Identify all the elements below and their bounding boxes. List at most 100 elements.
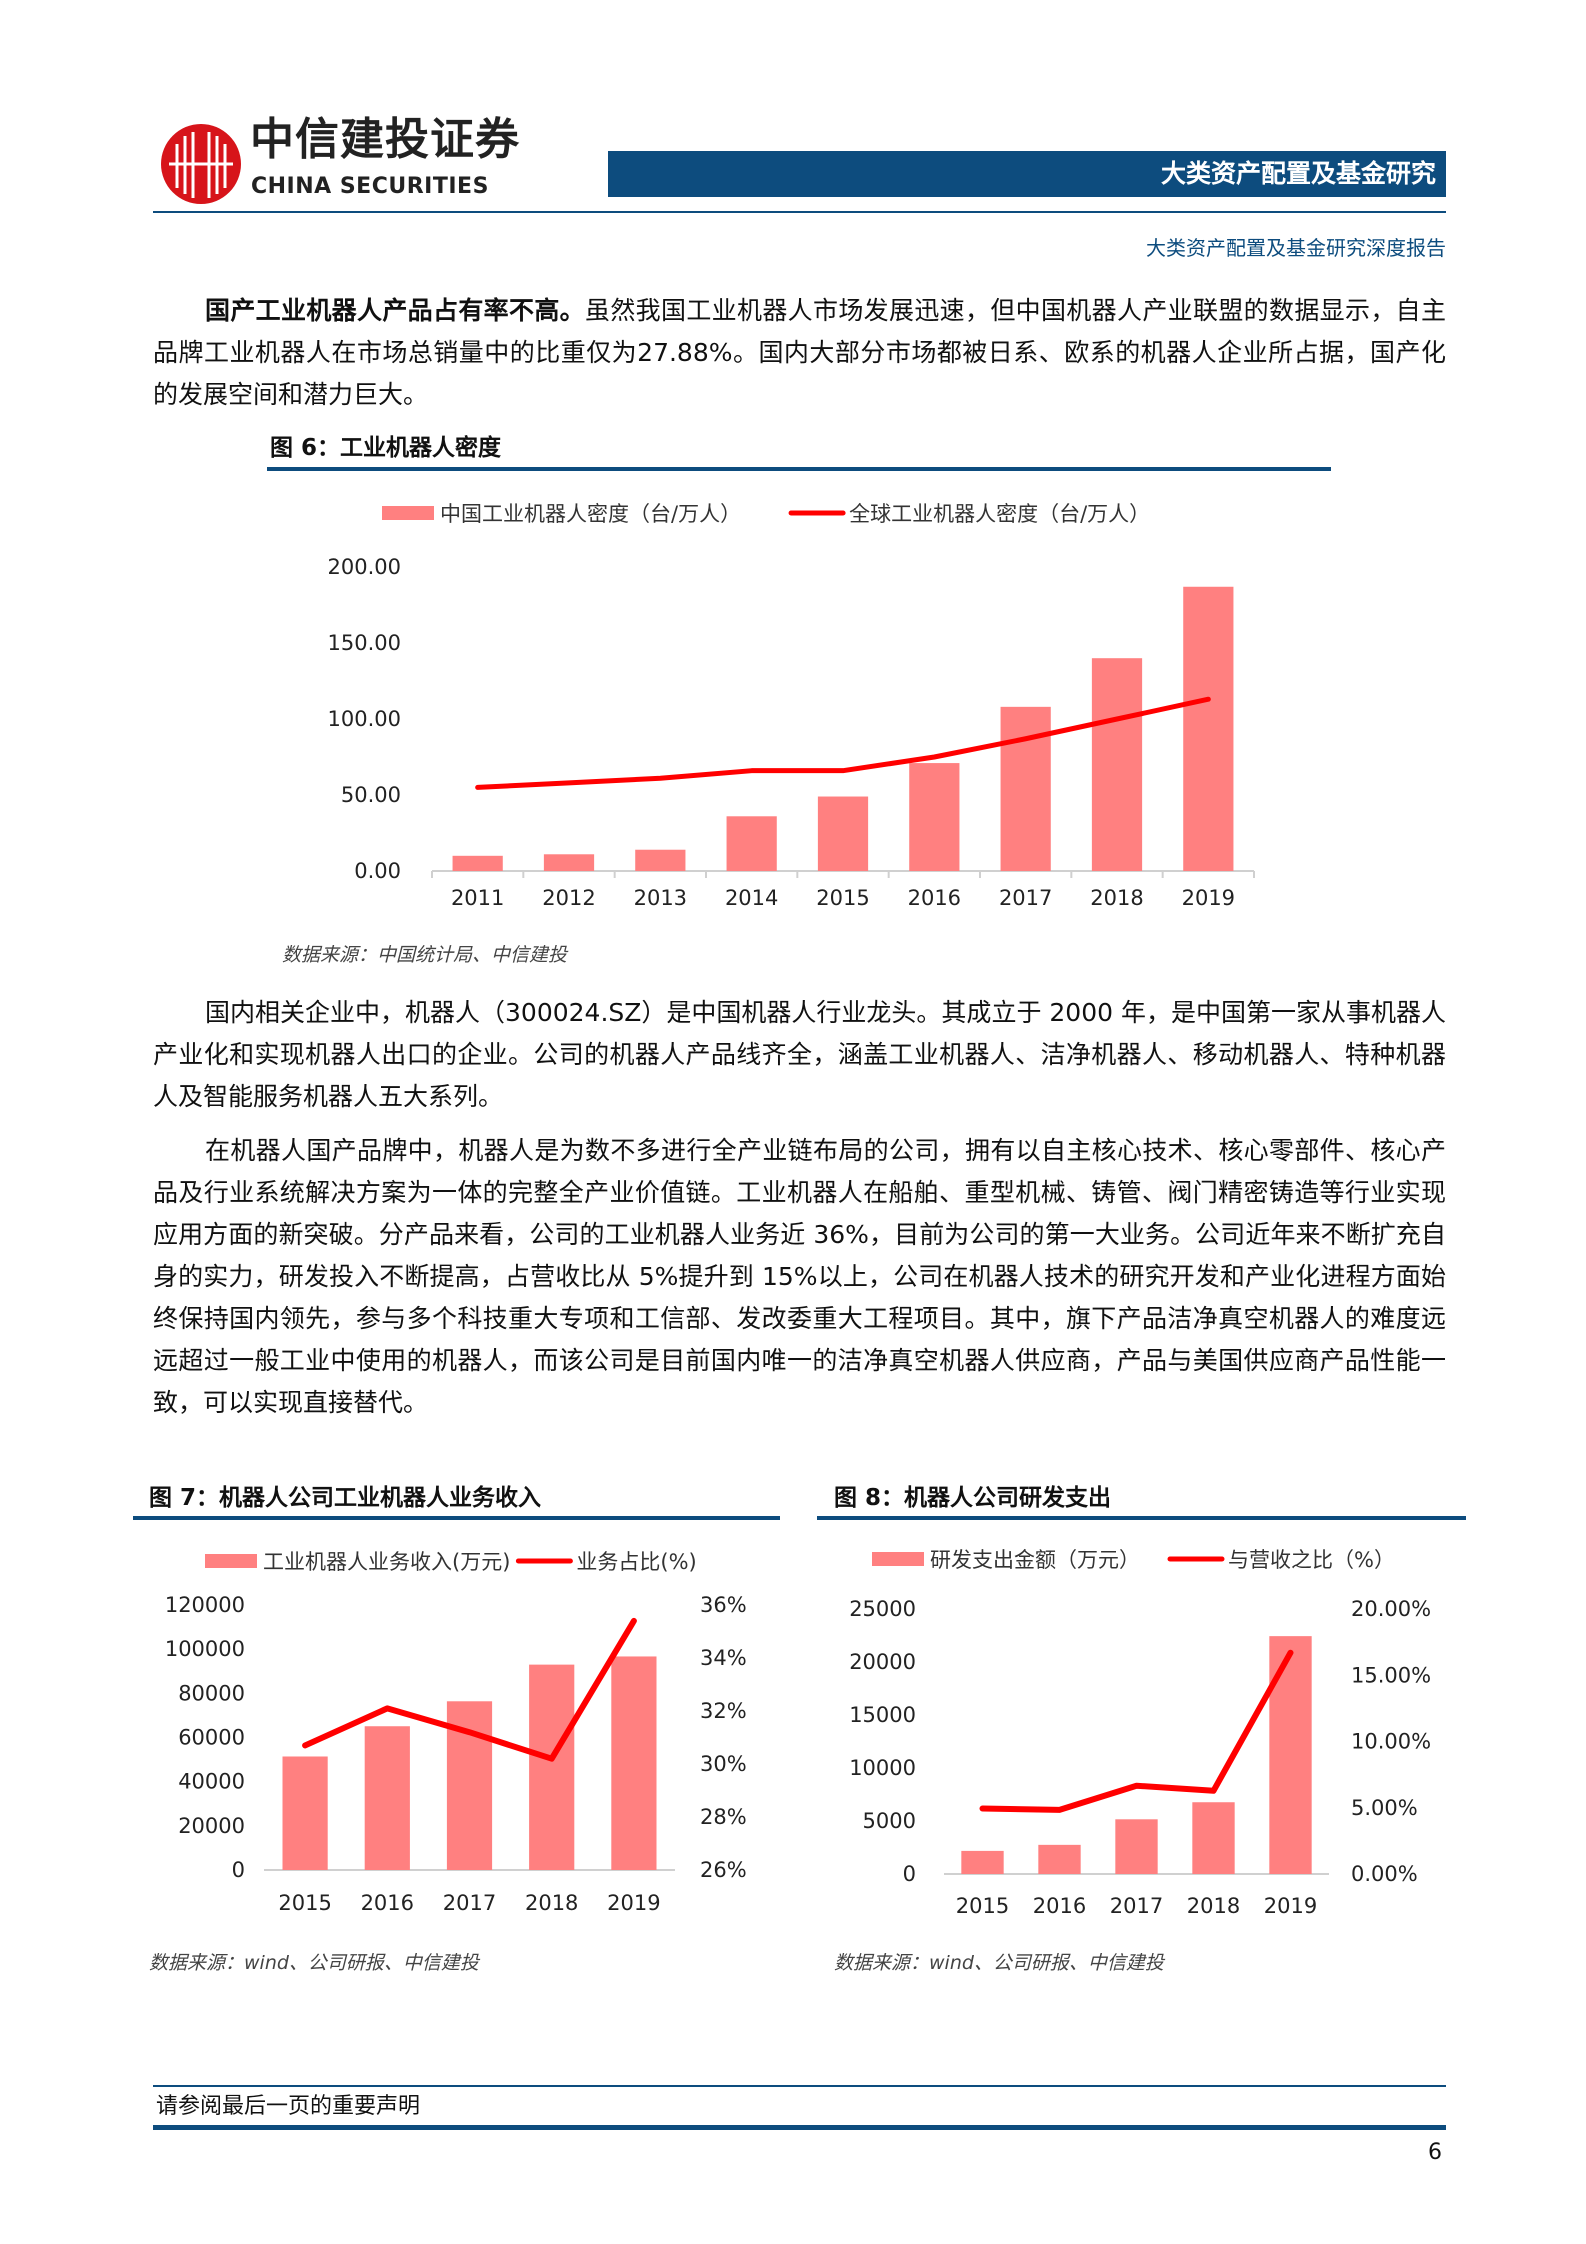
x-tick-label: 2017: [999, 886, 1052, 910]
x-tick-label: 2019: [607, 1891, 660, 1915]
y2-tick-label: 0.00%: [1351, 1862, 1418, 1886]
paragraph-2: 国内相关企业中，机器人（300024.SZ）是中国机器人行业龙头。其成立于 20…: [153, 992, 1446, 1118]
y2-tick-label: 36%: [700, 1593, 747, 1617]
y-tick-label: 150.00: [328, 631, 401, 655]
paragraph-1-text: 虽然我国工业机器人市场发展迅速，但中国机器人产业联盟的数据显示，自主品牌工业机器…: [153, 296, 1446, 409]
x-tick-label: 2019: [1182, 886, 1235, 910]
y-tick-label: 0.00: [354, 859, 401, 883]
legend-label: 中国工业机器人密度（台/万人）: [440, 502, 741, 526]
y-tick-label: 10000: [849, 1756, 916, 1780]
legend-label: 研发支出金额（万元）: [930, 1548, 1140, 1572]
paragraph-3: 在机器人国产品牌中，机器人是为数不多进行全产业链布局的公司，拥有以自主核心技术、…: [153, 1130, 1446, 1424]
bar-2015: [282, 1756, 328, 1870]
fig7-chart: 工业机器人业务收入(万元) 业务占比(%) 0 20000 40000 60000 8000…: [165, 1550, 747, 1915]
y2-tick-label: 32%: [700, 1699, 747, 1723]
y-tick-label: 40000: [178, 1770, 245, 1794]
x-tick-label: 2018: [1187, 1894, 1240, 1918]
legend-bar-swatch: [872, 1552, 924, 1566]
fig8-title: 图 8：机器人公司研发支出: [834, 1485, 1112, 1511]
y-tick-label: 200.00: [328, 555, 401, 579]
bar-2013: [635, 849, 686, 871]
bar-2019: [611, 1656, 657, 1870]
logo-text-en: CHINA SECURITIES: [251, 174, 489, 199]
y-tick-label: 100000: [165, 1637, 245, 1661]
x-tick-label: 2016: [1033, 1894, 1086, 1918]
bar-2015: [817, 796, 869, 871]
bar-2011: [452, 855, 503, 871]
y2-tick-label: 5.00%: [1351, 1796, 1418, 1820]
y-tick-label: 120000: [165, 1593, 245, 1617]
fig6-source: 数据来源：中国统计局、中信建投: [282, 944, 568, 966]
y2-tick-label: 10.00%: [1351, 1730, 1431, 1754]
y-tick-label: 20000: [849, 1650, 916, 1674]
legend-bar-swatch: [205, 1554, 257, 1568]
bar-2014: [726, 816, 777, 871]
x-tick-label: 2019: [1264, 1894, 1317, 1918]
y-tick-label: 5000: [863, 1809, 916, 1833]
x-tick-label: 2015: [816, 886, 869, 910]
legend-bar-swatch: [382, 506, 434, 520]
paragraph-1-lead: 国产工业机器人产品占有率不高。: [205, 296, 585, 325]
paragraph-1: 国产工业机器人产品占有率不高。虽然我国工业机器人市场发展迅速，但中国机器人产业联…: [153, 290, 1446, 416]
header-subtitle: 大类资产配置及基金研究深度报告: [1146, 236, 1446, 260]
fig6-chart: 中国工业机器人密度（台/万人） 全球工业机器人密度（台/万人） 0.00 50.00 1…: [328, 502, 1255, 910]
paragraph-2-text: 国内相关企业中，机器人（300024.SZ）是中国机器人行业龙头。其成立于 20…: [153, 998, 1446, 1111]
footer-divider: [153, 2085, 1446, 2087]
bar-2019: [1183, 586, 1234, 871]
bar-2017: [1000, 706, 1051, 871]
x-tick-label: 2014: [725, 886, 778, 910]
fig7-source: 数据来源：wind、公司研报、中信建投: [149, 1952, 479, 1974]
bar-2012: [543, 854, 595, 871]
x-tick-label: 2018: [525, 1891, 578, 1915]
y-tick-label: 0: [232, 1858, 245, 1882]
y-tick-label: 15000: [849, 1703, 916, 1727]
x-tick-label: 2011: [451, 886, 504, 910]
y2-tick-label: 20.00%: [1351, 1597, 1431, 1621]
y2-tick-label: 28%: [700, 1805, 747, 1829]
y-tick-label: 100.00: [328, 707, 401, 731]
y-tick-label: 50.00: [341, 783, 401, 807]
page-number: 6: [1428, 2140, 1442, 2165]
y-tick-label: 25000: [849, 1597, 916, 1621]
header-bar-title: 大类资产配置及基金研究: [1160, 159, 1436, 188]
legend-label: 全球工业机器人密度（台/万人）: [849, 502, 1150, 526]
bar-2018: [1091, 658, 1143, 871]
bar-2018: [529, 1664, 575, 1870]
logo-text-cn: 中信建投证券: [250, 114, 520, 165]
footer-disclaimer: 请参阅最后一页的重要声明: [156, 2094, 421, 2119]
paragraph-3-text: 在机器人国产品牌中，机器人是为数不多进行全产业链布局的公司，拥有以自主核心技术、…: [153, 1136, 1446, 1417]
legend-label: 业务占比(%): [576, 1550, 696, 1574]
bar-2016: [364, 1726, 410, 1870]
fig8-title-rule: [817, 1516, 1466, 1520]
y-tick-label: 80000: [178, 1681, 245, 1705]
china-securities-logo-icon: [161, 124, 241, 204]
x-tick-label: 2018: [1090, 886, 1143, 910]
x-tick-label: 2012: [542, 886, 595, 910]
y-tick-label: 20000: [178, 1814, 245, 1838]
x-tick-label: 2016: [908, 886, 961, 910]
fig7-title-rule: [133, 1516, 780, 1520]
y2-tick-label: 30%: [700, 1752, 747, 1776]
legend-label: 工业机器人业务收入(万元): [263, 1550, 510, 1574]
header-divider: [153, 211, 1446, 213]
fig6-title: 图 6：工业机器人密度: [270, 435, 502, 461]
x-tick-label: 2017: [1110, 1894, 1163, 1918]
header-bar: 大类资产配置及基金研究: [608, 151, 1446, 197]
x-tick-label: 2015: [956, 1894, 1009, 1918]
y2-tick-label: 26%: [700, 1858, 747, 1882]
x-tick-label: 2013: [634, 886, 687, 910]
series-line: [979, 1649, 1294, 1813]
bar-2015: [961, 1850, 1004, 1874]
bar-2018: [1192, 1802, 1235, 1874]
y2-tick-label: 34%: [700, 1646, 747, 1670]
fig7-title: 图 7：机器人公司工业机器人业务收入: [149, 1485, 542, 1511]
x-tick-label: 2015: [278, 1891, 331, 1915]
bar-2019: [1269, 1636, 1312, 1874]
y2-tick-label: 15.00%: [1351, 1663, 1431, 1687]
bar-2016: [909, 763, 960, 871]
y-tick-label: 0: [903, 1862, 916, 1886]
fig6-title-rule: [267, 467, 1331, 471]
x-tick-label: 2017: [443, 1891, 496, 1915]
y-tick-label: 60000: [178, 1726, 245, 1750]
